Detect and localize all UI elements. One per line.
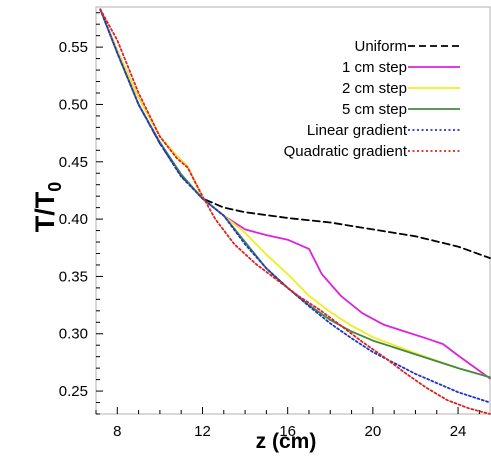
y-axis-title-main: T/T <box>30 191 60 232</box>
legend-label: 5 cm step <box>342 101 407 118</box>
y-tick-label: 0.45 <box>59 154 88 171</box>
series-line-quadratic-gradient <box>99 8 491 415</box>
ticks-group <box>95 12 480 415</box>
x-tick-label: 20 <box>365 423 382 440</box>
legend-label: 2 cm step <box>342 80 407 97</box>
series-line-2-cm-step <box>99 8 491 379</box>
x-tick-label: 12 <box>194 423 211 440</box>
y-tick-label: 0.25 <box>59 383 88 400</box>
legend: Uniform 1 cm step 2 cm step 5 cm step Linear… <box>284 38 460 160</box>
legend-label: Uniform <box>354 38 407 55</box>
svg-text:T/T0: T/T0 <box>30 182 65 233</box>
y-axis-title-subscript: 0 <box>45 182 65 192</box>
x-tick-label: 16 <box>279 423 296 440</box>
plot-frame <box>95 6 491 415</box>
y-axis-title: T/T0 <box>30 182 65 233</box>
series-lines-group <box>99 8 491 415</box>
x-tick-label: 8 <box>113 423 121 440</box>
x-tick-label: 24 <box>450 423 467 440</box>
tick-labels-group: 8 12 16 20 24 0.55 0.50 0.45 0.40 0.35 0.30 0.25 <box>59 39 467 440</box>
y-tick-label: 0.30 <box>59 326 88 343</box>
legend-label: Quadratic gradient <box>284 143 408 160</box>
series-line-5-cm-step <box>99 8 491 379</box>
legend-label: Linear gradient <box>307 122 408 139</box>
legend-label: 1 cm step <box>342 59 407 76</box>
y-tick-label: 0.55 <box>59 39 88 56</box>
y-tick-label: 0.35 <box>59 268 88 285</box>
series-line-1-cm-step <box>99 8 491 380</box>
y-tick-label: 0.40 <box>59 211 88 228</box>
y-tick-label: 0.50 <box>59 96 88 113</box>
series-line-linear-gradient <box>99 8 491 404</box>
x-axis-title: z (cm) <box>256 430 317 453</box>
